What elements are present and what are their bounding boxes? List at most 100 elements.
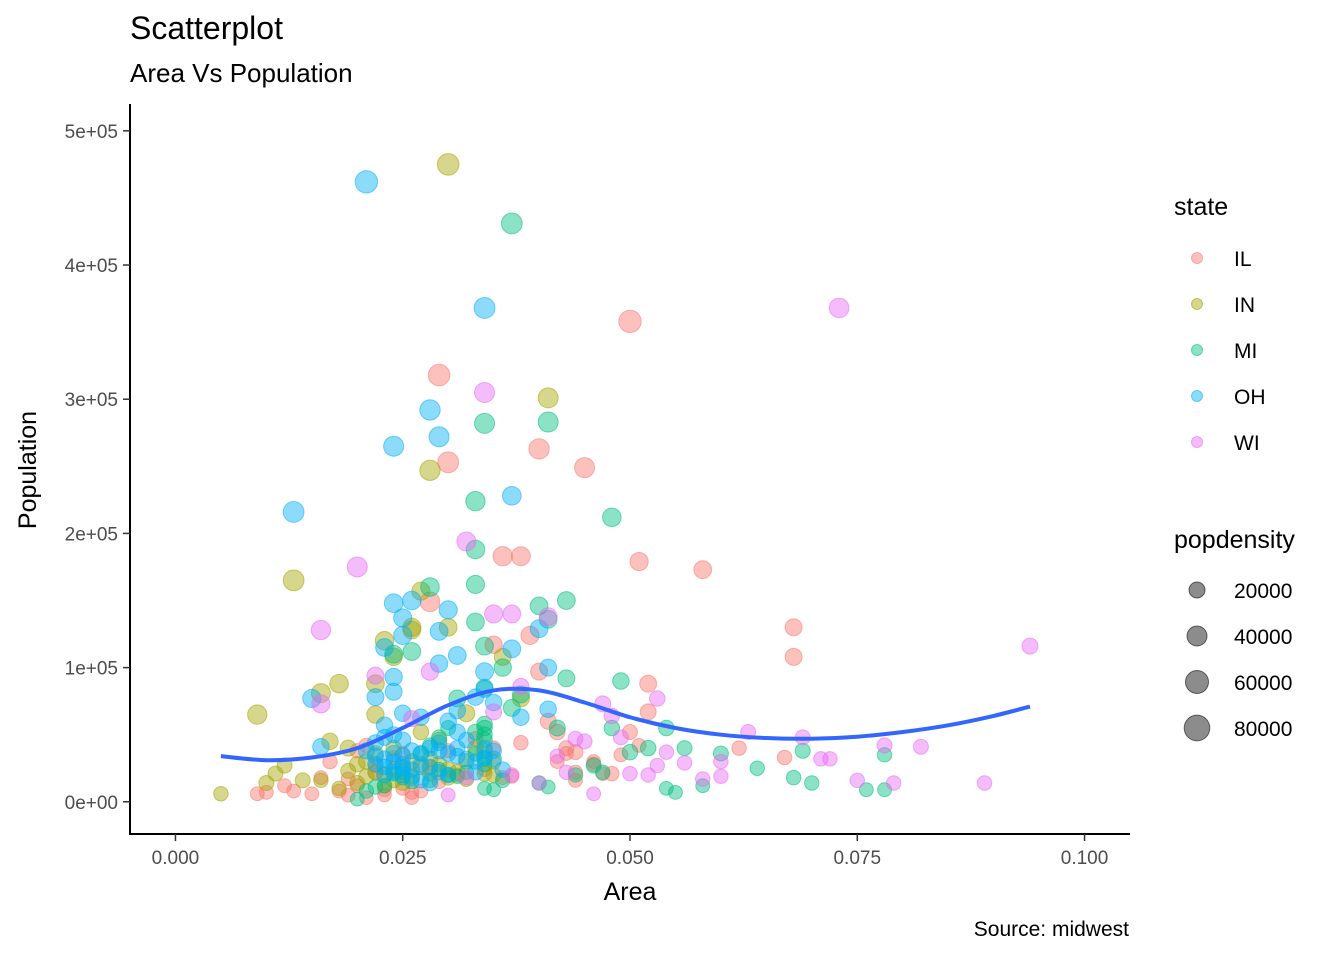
- y-axis-title: Population: [14, 411, 42, 529]
- point-in-2: [419, 459, 441, 482]
- point-wi-0: [828, 297, 850, 319]
- legend-size-label: 60000: [1234, 672, 1292, 695]
- point-wi-7: [538, 607, 558, 626]
- point-wi-25: [676, 755, 693, 771]
- point-wi-39: [885, 775, 902, 791]
- point-in-41: [331, 780, 347, 797]
- point-oh-59: [421, 758, 439, 776]
- point-oh-18: [502, 639, 522, 659]
- point-wi-32: [576, 733, 593, 750]
- point-oh-49: [458, 750, 475, 768]
- point-il-16: [639, 703, 657, 721]
- x-tick-label: 0.000: [152, 848, 200, 869]
- point-mi-33: [876, 747, 893, 763]
- point-oh-21: [384, 667, 403, 687]
- point-wi-11: [1021, 637, 1039, 655]
- point-mi-47: [440, 767, 456, 783]
- point-mi-31: [785, 769, 802, 786]
- legend-size-key: [1188, 581, 1206, 599]
- point-oh-19: [539, 658, 558, 677]
- point-il-14: [639, 674, 658, 693]
- y-tick-label: 2e+05: [65, 524, 118, 545]
- point-il-24: [776, 749, 793, 766]
- legend-size-key: [1183, 714, 1211, 742]
- points-layer: [213, 153, 1039, 807]
- point-oh-69: [449, 739, 466, 757]
- point-wi-5: [484, 604, 504, 624]
- point-in-40: [313, 772, 329, 789]
- point-oh-2: [419, 399, 441, 421]
- point-oh-8: [402, 590, 422, 611]
- point-oh-4: [383, 435, 405, 457]
- point-mi-29: [749, 760, 765, 776]
- point-oh-73: [439, 712, 457, 731]
- point-wi-8: [420, 662, 440, 681]
- legend-key-mi: [1191, 344, 1203, 356]
- point-wi-3: [346, 556, 368, 578]
- chart-title: Scatterplot: [130, 10, 283, 46]
- legend-state-title: state: [1174, 193, 1228, 221]
- point-mi-41: [540, 779, 556, 795]
- point-oh-75: [494, 761, 511, 778]
- point-wi-15: [512, 677, 530, 695]
- point-mi-11: [466, 612, 485, 632]
- point-wi-20: [876, 737, 893, 754]
- point-wi-6: [502, 604, 522, 624]
- point-wi-10: [311, 694, 331, 714]
- point-wi-4: [310, 619, 332, 641]
- point-oh-12: [429, 621, 449, 641]
- point-in-42: [340, 762, 357, 779]
- point-wi-23: [822, 751, 838, 767]
- y-tick-label: 0e+00: [65, 793, 118, 814]
- point-oh-1: [473, 297, 496, 319]
- point-wi-30: [612, 729, 629, 746]
- point-wi-2: [456, 531, 477, 552]
- point-il-6: [492, 546, 513, 567]
- point-mi-70: [567, 767, 584, 783]
- point-wi-29: [622, 765, 638, 782]
- point-mi-37: [658, 780, 674, 796]
- point-mi-26: [639, 739, 657, 757]
- point-il-9: [693, 560, 713, 580]
- point-mi-18: [502, 698, 521, 717]
- point-oh-10: [438, 600, 458, 620]
- legend-state: state IL IN MI OH WI: [1174, 193, 1266, 455]
- point-il-10: [784, 618, 803, 637]
- point-wi-33: [549, 748, 565, 764]
- point-wi-42: [695, 771, 711, 787]
- point-in-5: [310, 683, 331, 704]
- point-in-0: [436, 153, 460, 176]
- point-il-7: [510, 546, 531, 567]
- point-il-57: [549, 754, 565, 769]
- point-mi-1: [474, 412, 496, 434]
- point-mi-12: [475, 636, 494, 656]
- x-tick-label: 0.050: [606, 848, 654, 869]
- point-il-0: [618, 309, 642, 334]
- point-wi-38: [849, 772, 865, 789]
- point-wi-14: [649, 690, 666, 707]
- point-oh-16: [447, 646, 467, 665]
- point-oh-53: [367, 755, 384, 773]
- chart-subtitle: Area Vs Population: [130, 58, 353, 88]
- point-in-31: [449, 764, 466, 781]
- smooth-trend-line: [220, 686, 1031, 763]
- point-oh-58: [412, 755, 430, 773]
- point-il-54: [631, 738, 647, 753]
- y-tick-label: 3e+05: [65, 390, 118, 411]
- point-mi-15: [493, 658, 512, 677]
- legend-label-in: IN: [1234, 294, 1255, 317]
- point-oh-26: [484, 693, 503, 712]
- point-mi-0: [500, 212, 523, 235]
- point-wi-31: [567, 730, 584, 747]
- point-mi-4: [602, 507, 622, 528]
- point-oh-9: [393, 608, 413, 628]
- y-tick-label: 4e+05: [65, 256, 118, 277]
- point-in-10: [438, 617, 458, 637]
- point-mi-7: [465, 574, 486, 594]
- point-in-6: [329, 673, 349, 694]
- point-wi-9: [366, 666, 385, 685]
- x-axis-ticks: 0.000 0.025 0.050 0.075 0.100: [152, 834, 1108, 869]
- point-wi-37: [440, 787, 456, 803]
- point-il-21: [621, 724, 639, 741]
